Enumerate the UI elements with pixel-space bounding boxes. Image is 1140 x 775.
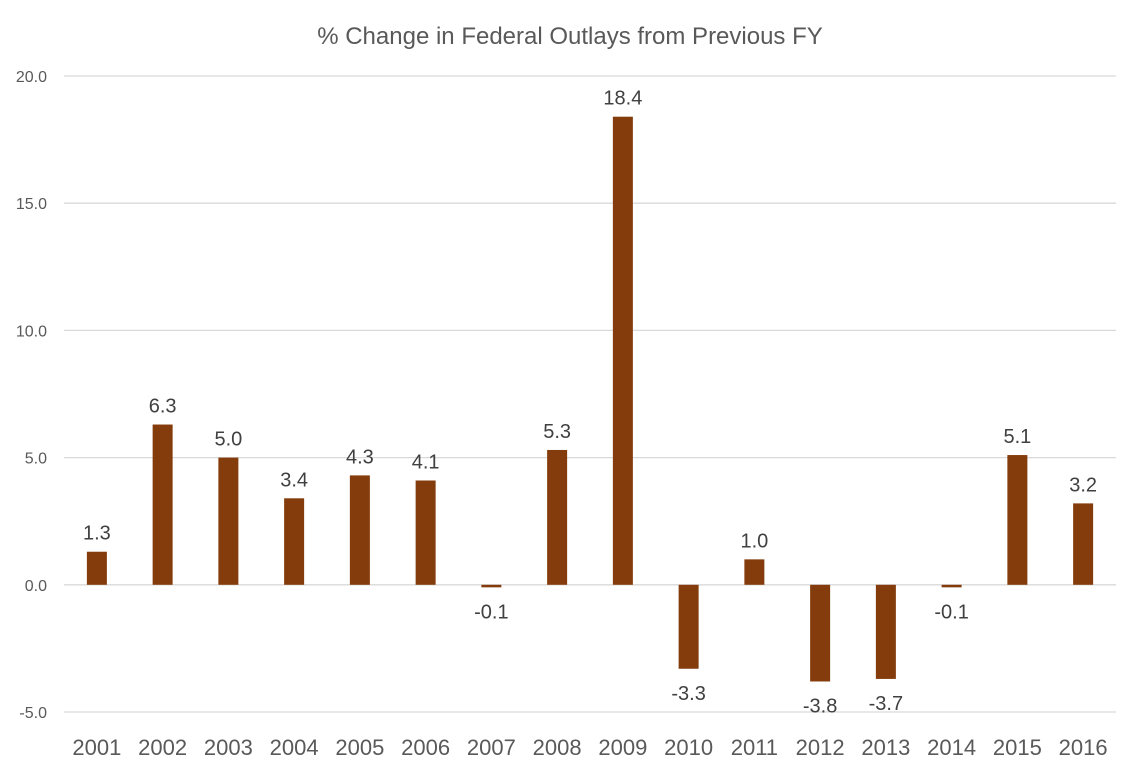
bar-2006 [415,480,436,585]
x-tick-label: 2009 [598,735,647,760]
x-tick-label: 2007 [467,735,516,760]
x-tick-label: 2011 [731,735,778,760]
x-tick-label: 2013 [861,735,910,760]
data-label: 18.4 [603,88,642,110]
x-tick-label: 2003 [204,735,253,760]
bar-2010 [678,584,699,669]
bar-2005 [349,475,370,585]
bars [86,116,1094,682]
gridlines [64,75,1116,713]
bar-2016 [1073,503,1094,585]
x-tick-label: 2010 [664,735,713,760]
x-tick-label: 2012 [796,735,845,760]
x-tick-label: 2001 [72,735,121,760]
x-tick-label: 2004 [270,735,319,760]
bar-2007 [481,584,502,588]
bar-2009 [612,116,633,585]
x-tick-label: 2006 [401,735,450,760]
x-tick-label: 2005 [335,735,384,760]
data-label: 3.2 [1069,474,1097,496]
bar-2004 [284,498,305,585]
data-label: -3.3 [671,683,705,705]
bar-2008 [547,449,568,585]
y-tick-label: 0.0 [25,578,47,595]
x-tick-label: 2014 [927,735,976,760]
bar-2013 [875,584,896,679]
y-tick-label: 15.0 [16,196,47,213]
data-label: 5.0 [214,429,242,451]
data-label: 4.3 [346,446,374,468]
x-tick-label: 2015 [993,735,1042,760]
data-label: -3.8 [803,695,837,717]
data-label: -0.1 [474,601,508,623]
bar-2015 [1007,455,1028,585]
data-label: -0.1 [934,601,968,623]
data-label: 5.1 [1003,426,1031,448]
chart-title: % Change in Federal Outlays from Previou… [317,23,823,50]
y-axis-tick-labels: 20.0 15.0 10.0 5.0 0.0 -5.0 [16,69,47,722]
data-label: 5.3 [543,421,571,443]
bar-2012 [810,584,831,682]
data-label: 1.0 [740,530,768,552]
x-tick-label: 2016 [1059,735,1108,760]
data-label: 1.3 [83,523,111,545]
y-tick-label: 20.0 [16,69,47,86]
y-tick-label: 10.0 [16,323,47,340]
data-label: 6.3 [149,396,177,418]
y-tick-label: -5.0 [19,705,47,722]
bar-2011 [744,559,765,585]
bar-2001 [86,551,107,585]
data-label: 3.4 [280,469,308,491]
x-tick-label: 2002 [138,735,187,760]
data-label: -3.7 [869,693,903,715]
bar-2014 [941,584,962,588]
bar-2002 [152,424,173,585]
data-label: 4.1 [412,451,440,473]
x-axis-tick-labels: 2001 2002 2003 2004 2005 2006 2007 2008 2009 2010… [72,735,1107,760]
x-tick-label: 2008 [533,735,582,760]
data-labels: 1.3 6.3 5.0 3.4 4.3 4.1 -0.1 5.3 18.4 -3.3 1.0 -3.8… [83,88,1097,718]
bar-2003 [218,457,239,585]
y-tick-label: 5.0 [25,451,47,468]
